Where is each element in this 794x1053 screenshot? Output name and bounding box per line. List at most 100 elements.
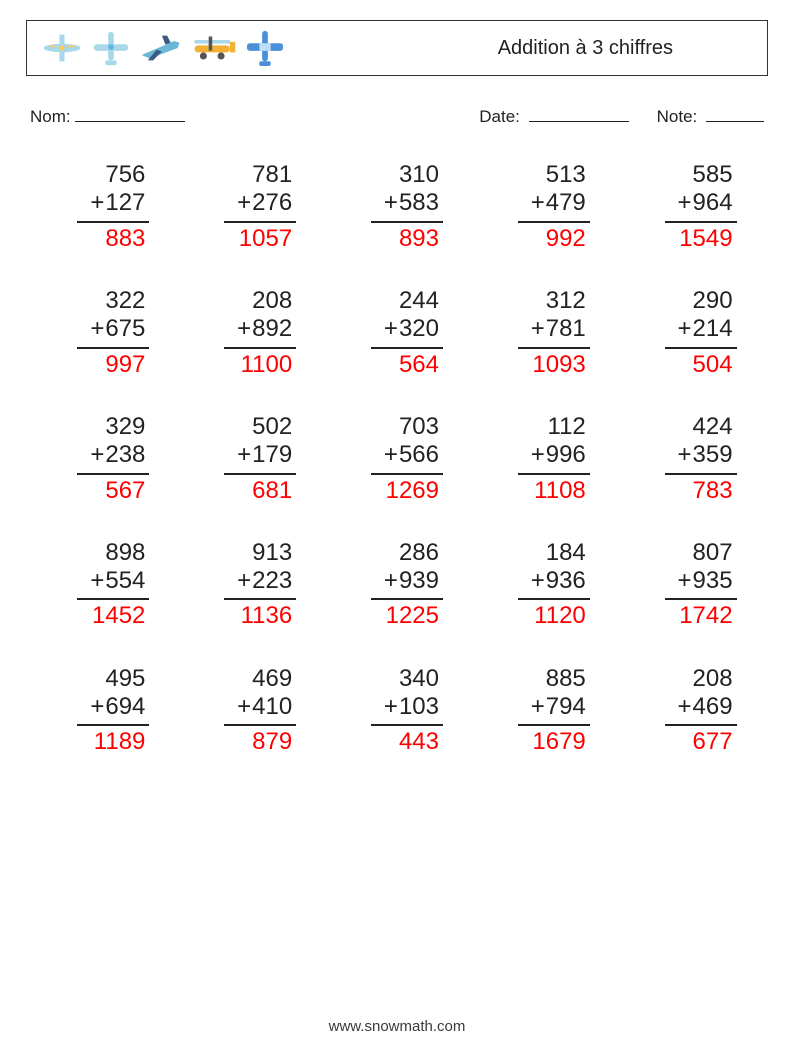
problem-rule [77, 473, 149, 475]
header-box: Addition à 3 chiffres [26, 20, 768, 76]
answer: 893 [333, 225, 461, 253]
answer: 567 [39, 477, 167, 505]
answer: 883 [39, 225, 167, 253]
answer: 1108 [480, 477, 608, 505]
problem: 513+479992 [480, 161, 608, 253]
problem-rule [224, 724, 296, 726]
operand-b-value: 781 [546, 315, 586, 343]
problem: 286+9391225 [333, 539, 461, 631]
operand-b-value: 566 [399, 441, 439, 469]
plus-sign: + [678, 189, 692, 217]
operand-b: +276 [186, 189, 314, 217]
problem: 585+9641549 [627, 161, 755, 253]
plus-sign: + [531, 189, 545, 217]
operand-b-value: 479 [546, 189, 586, 217]
answer: 1120 [480, 602, 608, 630]
plane-3-icon [139, 32, 183, 64]
operand-b-value: 583 [399, 189, 439, 217]
operand-b: +127 [39, 189, 167, 217]
operand-a: 322 [39, 287, 167, 315]
operand-a: 312 [480, 287, 608, 315]
answer: 1225 [333, 602, 461, 630]
operand-b: +320 [333, 315, 461, 343]
operand-b: +996 [480, 441, 608, 469]
operand-b: +583 [333, 189, 461, 217]
answer: 1549 [627, 225, 755, 253]
answer: 443 [333, 728, 461, 756]
operand-a: 807 [627, 539, 755, 567]
operand-a: 329 [39, 413, 167, 441]
problem-rule [665, 347, 737, 349]
operand-b: +103 [333, 693, 461, 721]
note-blank[interactable] [706, 106, 764, 122]
plus-sign: + [678, 441, 692, 469]
problem-rule [371, 473, 443, 475]
plus-sign: + [678, 567, 692, 595]
operand-a: 469 [186, 665, 314, 693]
problem-rule [665, 221, 737, 223]
operand-b: +554 [39, 567, 167, 595]
answer: 564 [333, 351, 461, 379]
operand-b-value: 359 [693, 441, 733, 469]
plus-sign: + [678, 693, 692, 721]
operand-b: +781 [480, 315, 608, 343]
problem-rule [518, 347, 590, 349]
problem-rule [77, 221, 149, 223]
problem: 112+996 1108 [480, 413, 608, 505]
plane-5-icon [245, 29, 285, 67]
problem: 781+2761057 [186, 161, 314, 253]
problem: 495+6941189 [39, 665, 167, 757]
problem: 322+675997 [39, 287, 167, 379]
operand-b-value: 410 [252, 693, 292, 721]
plus-sign: + [90, 441, 104, 469]
name-blank[interactable] [75, 106, 185, 122]
problem-rule [224, 221, 296, 223]
worksheet-page: Addition à 3 chiffres Nom: Date: Note: 7… [0, 0, 794, 1053]
operand-b: +794 [480, 693, 608, 721]
operand-b: +892 [186, 315, 314, 343]
problem: 208+469677 [627, 665, 755, 757]
operand-a: 756 [39, 161, 167, 189]
answer: 1679 [480, 728, 608, 756]
answer: 992 [480, 225, 608, 253]
operand-b: +936 [480, 567, 608, 595]
answer: 783 [627, 477, 755, 505]
operand-a: 208 [627, 665, 755, 693]
operand-a: 184 [480, 539, 608, 567]
operand-a: 112 [480, 413, 608, 441]
problem-rule [371, 598, 443, 600]
worksheet-title: Addition à 3 chiffres [498, 37, 673, 60]
problem-rule [518, 724, 590, 726]
operand-a: 898 [39, 539, 167, 567]
problem: 184+936 1120 [480, 539, 608, 631]
problem-rule [77, 724, 149, 726]
problem-rule [77, 598, 149, 600]
operand-a: 244 [333, 287, 461, 315]
problem-rule [77, 347, 149, 349]
problem: 885+7941679 [480, 665, 608, 757]
plus-sign: + [237, 315, 251, 343]
operand-b-value: 935 [693, 567, 733, 595]
answer: 681 [186, 477, 314, 505]
operand-a: 781 [186, 161, 314, 189]
date-label: Date: [479, 107, 520, 126]
problem: 469+410879 [186, 665, 314, 757]
operand-a: 502 [186, 413, 314, 441]
problem: 290+214504 [627, 287, 755, 379]
plus-sign: + [531, 567, 545, 595]
problem-rule [518, 473, 590, 475]
info-row: Nom: Date: Note: [30, 106, 764, 127]
plus-sign: + [237, 189, 251, 217]
plus-sign: + [90, 567, 104, 595]
problem: 756+127 883 [39, 161, 167, 253]
plus-sign: + [90, 693, 104, 721]
problem-rule [224, 347, 296, 349]
date-blank[interactable] [529, 106, 629, 122]
problem-rule [518, 598, 590, 600]
operand-a: 495 [39, 665, 167, 693]
problem: 913+2231136 [186, 539, 314, 631]
problem-rule [224, 473, 296, 475]
operand-b-value: 964 [693, 189, 733, 217]
problem-rule [371, 221, 443, 223]
problem: 502+179681 [186, 413, 314, 505]
